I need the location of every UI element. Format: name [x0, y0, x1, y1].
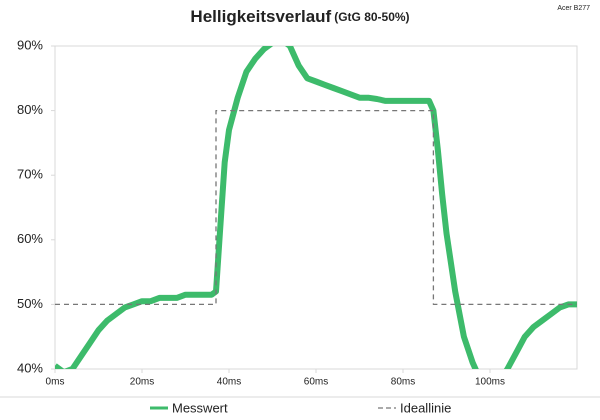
series-line: [55, 109, 577, 306]
subtitle: (GtG 80-50%): [334, 10, 409, 24]
x-tick-label: 100ms: [475, 377, 505, 388]
legend-label: Messwert: [172, 400, 228, 415]
y-tick-label: 60%: [17, 231, 43, 246]
x-tick-label: 0ms: [46, 377, 65, 388]
annotation: Acer B277: [557, 5, 590, 12]
x-tick-label: 60ms: [304, 377, 328, 388]
y-tick-label: 90%: [17, 37, 43, 52]
x-tick-label: 40ms: [217, 377, 241, 388]
x-tick-label: 20ms: [130, 377, 154, 388]
title: Helligkeitsverlauf: [190, 7, 331, 26]
y-tick-label: 70%: [17, 167, 43, 182]
series-line: [55, 46, 577, 369]
y-tick-label: 80%: [17, 102, 43, 117]
plot-area: [54, 45, 578, 370]
chart-title: Helligkeitsverlauf (GtG 80-50%): [190, 7, 409, 26]
y-tick-label: 40%: [17, 360, 43, 375]
x-tick-label: 80ms: [391, 377, 415, 388]
y-tick-label: 50%: [17, 296, 43, 311]
legend-label: Ideallinie: [400, 400, 451, 415]
